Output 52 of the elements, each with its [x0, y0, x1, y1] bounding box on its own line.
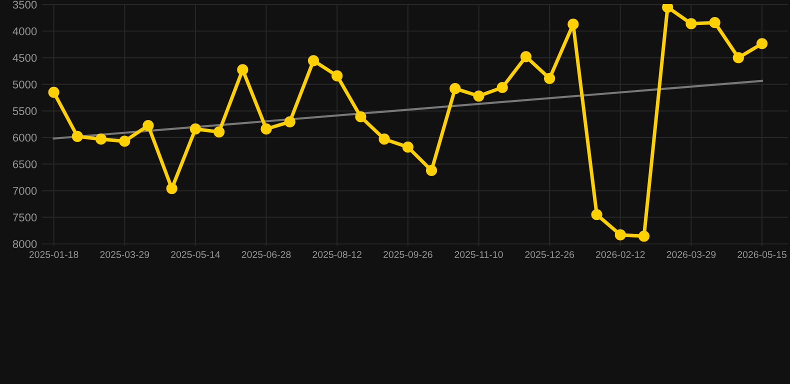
point — [119, 136, 130, 147]
y-tick-label: 6000 — [12, 134, 37, 142]
point — [72, 130, 83, 142]
point — [48, 86, 60, 98]
x-tick-label: 2026-02-12 — [596, 251, 645, 258]
point — [308, 55, 320, 66]
point — [520, 51, 532, 62]
x-tick-label: 2025-06-28 — [242, 251, 291, 258]
point — [662, 4, 674, 13]
y-tick-label: 4500 — [12, 54, 37, 62]
x-tick-label: 2025-08-12 — [312, 251, 362, 258]
point — [402, 142, 414, 153]
point — [591, 209, 602, 220]
point — [332, 70, 343, 82]
point — [638, 230, 650, 242]
y-tick-label: 7000 — [12, 186, 37, 195]
point — [237, 64, 248, 76]
y-tick-label: 7500 — [12, 214, 37, 222]
point — [142, 120, 154, 132]
y-tick-label: 8000 — [12, 240, 37, 248]
point — [450, 83, 461, 94]
x-tick-label: 2025-01-18 — [29, 251, 78, 258]
point — [732, 52, 744, 64]
point — [426, 164, 438, 176]
x-tick-label: 2026-05-15 — [738, 251, 786, 258]
x-tick-label: 2025-09-26 — [384, 251, 432, 258]
point — [756, 38, 768, 50]
point — [473, 90, 484, 102]
point — [95, 134, 107, 145]
point — [378, 134, 390, 145]
point — [166, 183, 178, 194]
y-tick-label: 5500 — [12, 107, 37, 116]
point — [260, 123, 272, 135]
x-tick-label: 2025-03-29 — [100, 251, 150, 258]
x-tick-label: 2026-03-29 — [666, 251, 716, 258]
x-tick-label: 2025-05-14 — [171, 251, 220, 258]
point — [614, 229, 626, 240]
point — [544, 72, 556, 84]
point — [284, 116, 296, 128]
point — [496, 82, 508, 94]
point — [568, 18, 579, 30]
x-tick-label: 2025-11-10 — [454, 251, 503, 258]
point — [355, 111, 366, 122]
y-tick-label: 3500 — [12, 0, 37, 9]
x-tick-label: 2025-12-26 — [525, 251, 574, 258]
point — [190, 123, 202, 135]
point — [686, 18, 697, 30]
point — [214, 126, 225, 138]
y-tick-label: 5000 — [12, 80, 37, 88]
y-tick-label: 6500 — [12, 160, 37, 168]
point — [709, 17, 720, 28]
y-tick-label: 4000 — [12, 27, 37, 36]
